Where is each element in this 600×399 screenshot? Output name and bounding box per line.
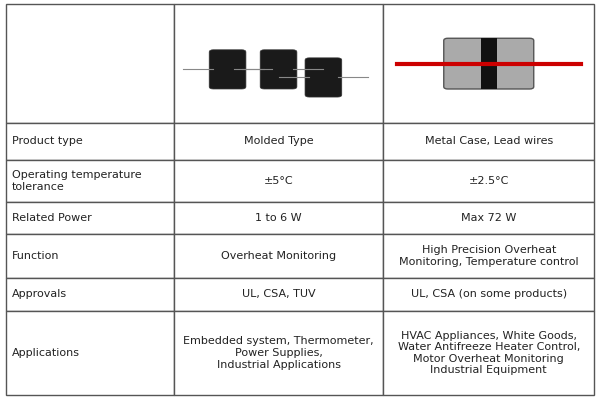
Bar: [173, 160, 383, 202]
Text: Molded Type: Molded Type: [244, 136, 313, 146]
Bar: [383, 311, 594, 395]
Text: ±5°C: ±5°C: [264, 176, 293, 186]
Text: Approvals: Approvals: [12, 289, 67, 299]
Bar: [6, 278, 173, 311]
FancyBboxPatch shape: [444, 38, 534, 89]
Text: Max 72 W: Max 72 W: [461, 213, 517, 223]
Bar: [383, 202, 594, 234]
Text: Applications: Applications: [12, 348, 80, 358]
Text: Overheat Monitoring: Overheat Monitoring: [221, 251, 336, 261]
Bar: [383, 4, 594, 123]
Bar: [173, 4, 383, 123]
Text: Related Power: Related Power: [12, 213, 92, 223]
Bar: [383, 123, 594, 160]
FancyBboxPatch shape: [209, 50, 246, 89]
Bar: [173, 311, 383, 395]
Bar: [173, 234, 383, 278]
Text: 1 to 6 W: 1 to 6 W: [255, 213, 302, 223]
Bar: [6, 123, 173, 160]
FancyBboxPatch shape: [305, 58, 342, 97]
Bar: [383, 234, 594, 278]
Bar: [173, 202, 383, 234]
Text: UL, CSA, TUV: UL, CSA, TUV: [242, 289, 316, 299]
Bar: [383, 278, 594, 311]
Bar: [481, 38, 497, 89]
Bar: [173, 278, 383, 311]
Text: ±2.5°C: ±2.5°C: [469, 176, 509, 186]
Bar: [6, 311, 173, 395]
Text: Operating temperature
tolerance: Operating temperature tolerance: [12, 170, 142, 192]
Text: Embedded system, Thermometer,
Power Supplies,
Industrial Applications: Embedded system, Thermometer, Power Supp…: [183, 336, 374, 369]
Text: Metal Case, Lead wires: Metal Case, Lead wires: [425, 136, 553, 146]
FancyBboxPatch shape: [260, 50, 297, 89]
Text: High Precision Overheat
Monitoring, Temperature control: High Precision Overheat Monitoring, Temp…: [399, 245, 578, 267]
Text: HVAC Appliances, White Goods,
Water Antifreeze Heater Control,
Motor Overheat Mo: HVAC Appliances, White Goods, Water Anti…: [398, 331, 580, 375]
Bar: [173, 123, 383, 160]
Bar: [6, 160, 173, 202]
Bar: [6, 4, 173, 123]
Text: Product type: Product type: [12, 136, 83, 146]
Text: UL, CSA (on some products): UL, CSA (on some products): [410, 289, 567, 299]
Bar: [6, 202, 173, 234]
Text: Function: Function: [12, 251, 59, 261]
Bar: [383, 160, 594, 202]
Bar: [6, 234, 173, 278]
